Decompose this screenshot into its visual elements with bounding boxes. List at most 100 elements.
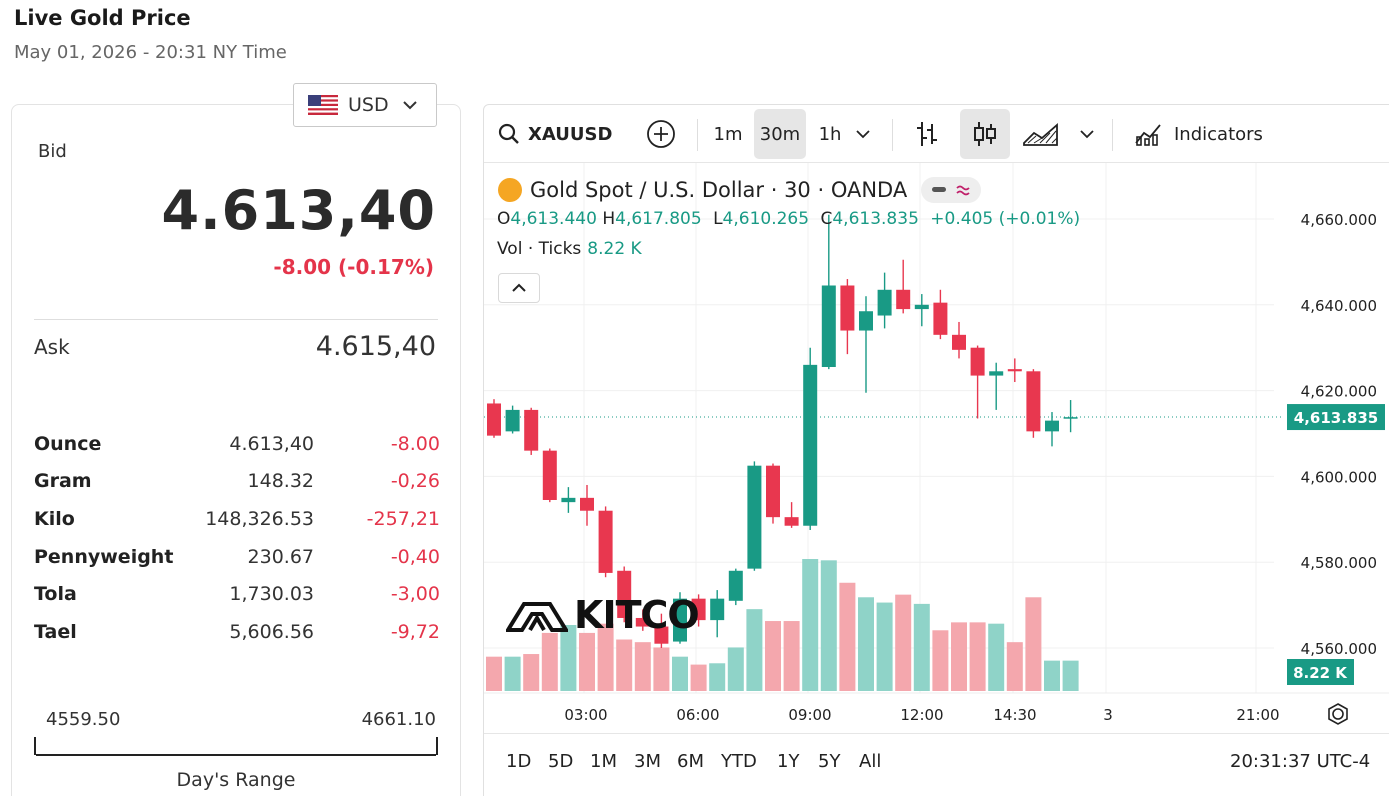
add-circle-icon xyxy=(647,120,675,148)
unit-name: Tael xyxy=(34,620,77,643)
chevron-up-icon xyxy=(512,283,526,292)
page-title: Live Gold Price xyxy=(14,6,191,30)
unit-price: 148,326.53 xyxy=(205,507,314,530)
volume-bar xyxy=(579,632,595,691)
range-1y[interactable]: 1Y xyxy=(777,751,800,772)
volume-bar xyxy=(932,630,949,691)
settings-icon-frame xyxy=(1328,703,1348,725)
market-status-pill[interactable] xyxy=(921,177,982,203)
day-range-low: 4559.50 xyxy=(46,709,121,730)
search-icon xyxy=(498,123,519,144)
indicators-button[interactable]: Indicators xyxy=(1134,109,1263,159)
unit-price: 5,606.56 xyxy=(229,620,314,643)
symbol-search[interactable]: XAUUSD xyxy=(498,109,612,159)
chart-type-button[interactable] xyxy=(1022,109,1060,159)
chart-clock[interactable]: 20:31:37 UTC-4 xyxy=(1230,751,1371,772)
unit-price: 1,730.03 xyxy=(229,583,314,606)
range-ytd[interactable]: YTD xyxy=(721,751,757,772)
range-5d[interactable]: 5D xyxy=(548,751,574,772)
y-tick-label: 4,560.000 xyxy=(1301,640,1377,658)
x-tick-label: 14:30 xyxy=(993,706,1036,724)
divider xyxy=(34,319,438,320)
us-flag-icon xyxy=(308,95,338,115)
ohlc-open-label: O xyxy=(497,209,511,229)
volume-label: Vol · Ticks xyxy=(497,239,582,259)
volume-bar xyxy=(597,623,614,691)
y-tick-label: 4,640.000 xyxy=(1301,297,1377,315)
candle-body xyxy=(542,450,557,500)
candle-body xyxy=(877,289,892,316)
volume-bar xyxy=(616,639,633,691)
candle-body xyxy=(784,517,799,526)
kitco-logo-icon xyxy=(506,602,568,632)
interval-dropdown[interactable] xyxy=(856,109,870,159)
candle-body xyxy=(710,598,725,621)
range-1m[interactable]: 1M xyxy=(590,751,617,772)
ask-value: 4.615,40 xyxy=(315,331,436,362)
ask-label: Ask xyxy=(34,335,70,359)
kitco-watermark: KITCO xyxy=(506,593,700,637)
volume-bar xyxy=(951,622,967,691)
day-range-label: Day's Range xyxy=(176,769,296,791)
indicators-label: Indicators xyxy=(1174,123,1263,145)
volume-bar xyxy=(876,602,893,691)
candle-body xyxy=(952,334,966,350)
area-chart-icon xyxy=(1023,123,1058,146)
bid-value: 4.613,40 xyxy=(161,179,436,242)
unit-row: Kilo 148,326.53 -257,21 xyxy=(34,500,440,538)
day-range-bar xyxy=(34,737,438,756)
ohlc-high-label: H xyxy=(602,209,616,229)
unit-change: -0,26 xyxy=(390,470,440,493)
candle-body xyxy=(617,570,632,618)
chart-panel: XAUUSD 1m 30m 1h Indicators 4,660.000 xyxy=(483,104,1389,796)
unit-table: Ounce 4.613,40 -8.00 Gram 148.32 -0,26 Kilo 1… xyxy=(34,425,440,651)
x-tick-label: 12:00 xyxy=(900,706,943,724)
candle-body xyxy=(1026,371,1041,432)
unit-row: Pennyweight 230.67 -0,40 xyxy=(34,538,440,576)
interval-1h[interactable]: 1h xyxy=(818,123,842,145)
last-volume-label: 8.22 K xyxy=(1293,664,1348,682)
volume-bar xyxy=(634,642,651,691)
candle-body xyxy=(524,409,539,451)
bars-icon xyxy=(917,122,937,146)
market-closed-icon xyxy=(932,187,947,192)
candles-style-button[interactable] xyxy=(960,109,1010,159)
unit-row: Ounce 4.613,40 -8.00 xyxy=(34,425,440,463)
settings-icon xyxy=(1332,708,1344,720)
collapse-legend-button[interactable] xyxy=(498,273,540,303)
chart-legend-title: Gold Spot / U.S. Dollar · 30 · OANDA xyxy=(498,177,982,203)
volume-bar xyxy=(1006,642,1023,691)
ohlc-change: +0.405 (+0.01%) xyxy=(930,209,1081,229)
gold-bars-icon xyxy=(498,178,522,202)
y-tick-label: 4,620.000 xyxy=(1301,383,1377,401)
toolbar-separator xyxy=(1112,119,1113,151)
volume-bar xyxy=(1062,660,1079,691)
candle-body xyxy=(487,403,501,436)
range-3m[interactable]: 3M xyxy=(634,751,661,772)
candle-body xyxy=(989,371,1004,376)
volume-bar xyxy=(1025,597,1042,691)
chart-type-dropdown[interactable] xyxy=(1080,109,1094,159)
range-all[interactable]: All xyxy=(859,751,882,772)
kitco-wordmark: KITCO xyxy=(574,593,700,637)
compare-button[interactable] xyxy=(646,109,676,159)
unit-name: Kilo xyxy=(34,507,75,530)
interval-1m[interactable]: 1m xyxy=(713,123,743,145)
volume-bar xyxy=(746,609,763,691)
price-chart[interactable]: 4,660.000 4,640.000 4,620.000 4,600.000 4,58… xyxy=(484,163,1389,733)
range-1d[interactable]: 1D xyxy=(506,751,532,772)
ohlc-values: O4,613.440 H4,617.805 L4,610.265 C4,613.… xyxy=(497,209,1080,229)
range-6m[interactable]: 6M xyxy=(677,751,704,772)
range-5y[interactable]: 5Y xyxy=(818,751,841,772)
x-tick-label: 3 xyxy=(1103,706,1113,724)
candle-body xyxy=(766,465,780,518)
day-range-high: 4661.10 xyxy=(361,709,436,730)
ohlc-high: 4,617.805 xyxy=(615,209,702,229)
volume-bar xyxy=(523,654,540,691)
chevron-down-icon xyxy=(402,101,417,110)
candle-body xyxy=(821,285,836,368)
x-tick-label: 06:00 xyxy=(676,706,719,724)
bars-style-button[interactable] xyxy=(914,109,940,159)
currency-select[interactable]: USD xyxy=(293,83,437,127)
interval-30m[interactable]: 30m xyxy=(754,109,806,159)
